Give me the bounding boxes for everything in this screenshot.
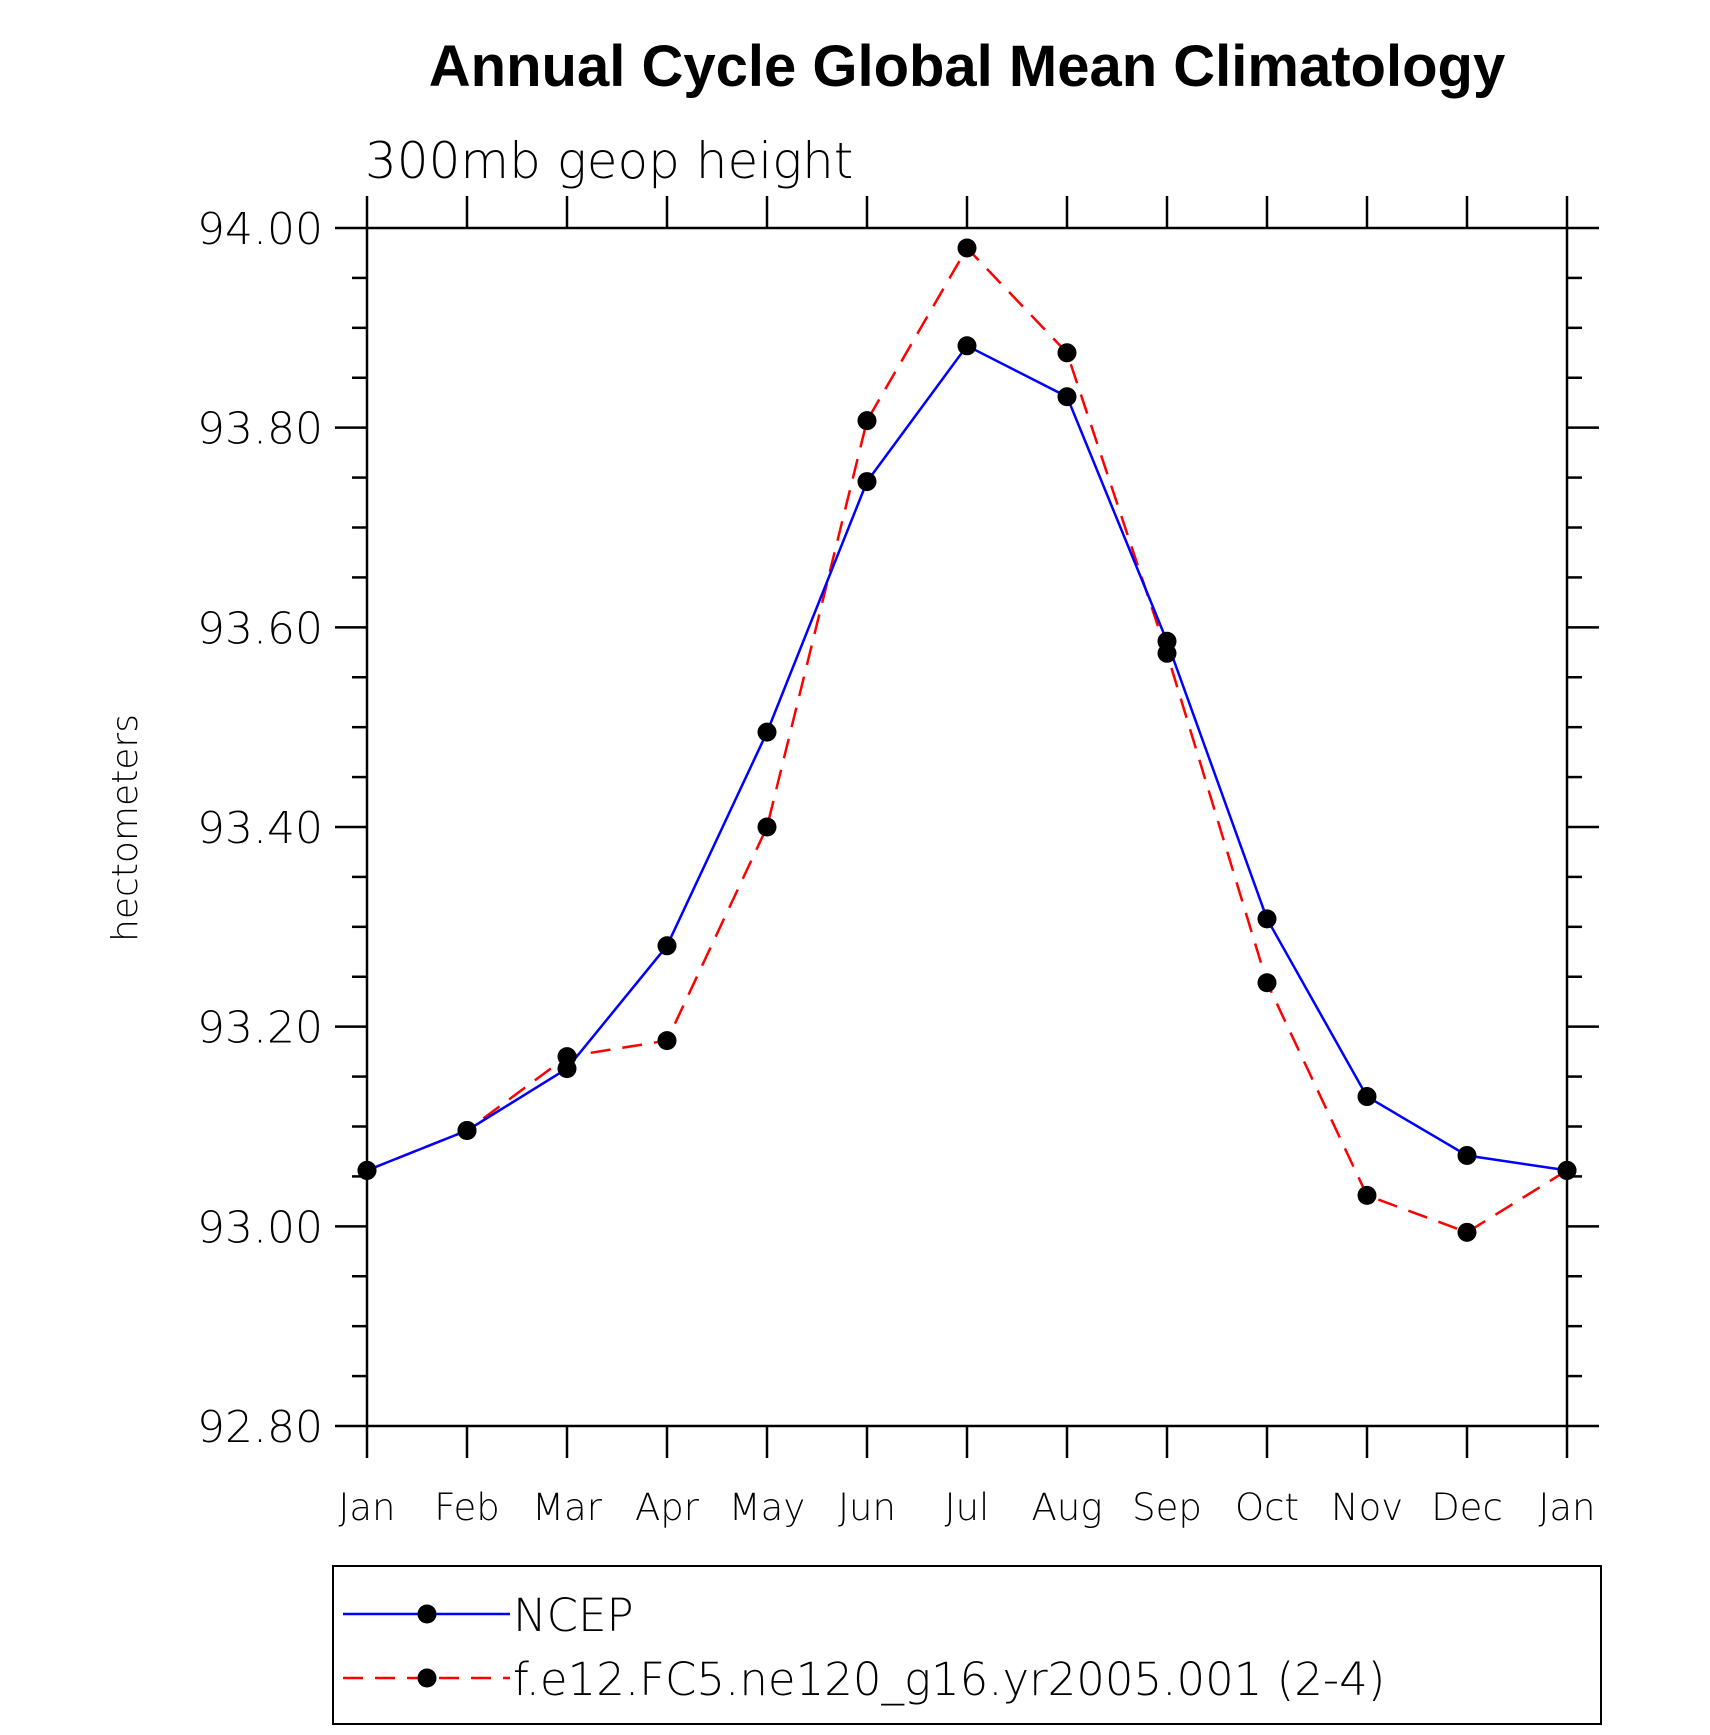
x-tick-label: May (729, 1486, 806, 1529)
legend-label: NCEP (513, 1589, 634, 1642)
data-point (657, 936, 677, 956)
x-tick-label: Dec (1431, 1486, 1503, 1529)
data-point (1257, 909, 1277, 929)
x-tick-label: Mar (532, 1486, 603, 1529)
data-point (1357, 1185, 1377, 1205)
x-tick-label: Jul (945, 1486, 990, 1529)
x-tick-label: Nov (1331, 1486, 1403, 1529)
y-tick-label: 93.00 (197, 1202, 323, 1253)
data-point (1157, 631, 1177, 651)
data-point (457, 1120, 477, 1140)
series-line (366, 245, 1568, 1234)
data-point (1257, 973, 1277, 993)
chart-title: Annual Cycle Global Mean Climatology (429, 34, 1505, 99)
legend-marker (417, 1604, 437, 1624)
y-tick-label: 94.00 (197, 204, 323, 255)
x-tick-label: Apr (635, 1486, 700, 1529)
data-point (757, 817, 777, 837)
data-point (1457, 1222, 1477, 1242)
x-tick-label: Jun (838, 1486, 896, 1529)
data-point (957, 238, 977, 258)
data-point (1057, 343, 1077, 363)
y-tick-label: 93.20 (197, 1003, 323, 1054)
data-point (1357, 1087, 1377, 1107)
series-line (366, 344, 1568, 1172)
legend-marker (417, 1668, 437, 1688)
x-tick-label: Jan (338, 1486, 395, 1529)
chart-subtitle: 300mb geop height (365, 132, 853, 190)
y-tick-label: 93.40 (197, 803, 323, 854)
legend-label: f.e12.FC5.ne120_g16.yr2005.001 (2-4) (513, 1653, 1385, 1706)
series-layer (357, 238, 1577, 1242)
x-tick-label: Feb (434, 1486, 500, 1529)
data-point (857, 411, 877, 431)
y-tick-label: 93.60 (197, 603, 323, 654)
data-point (1057, 387, 1077, 407)
data-point (1457, 1145, 1477, 1165)
x-tick-label: Jan (1538, 1486, 1595, 1529)
data-point (657, 1031, 677, 1051)
axis-ticks: 92.80 93.00 93.20 93.40 93.60 93.80 94.00 Jan Fe… (197, 196, 1599, 1529)
legend-box (332, 1565, 1602, 1725)
y-tick-label: 92.80 (197, 1402, 323, 1453)
data-point (557, 1059, 577, 1079)
y-tick-label: 93.80 (197, 404, 323, 455)
y-axis-label: hectometers (105, 714, 146, 942)
data-point (857, 472, 877, 492)
legend: NCEP f.e12.FC5.ne120_g16.yr2005.001 (2-4) (332, 1565, 1602, 1725)
plot-frame (365, 226, 1569, 1428)
x-tick-label: Sep (1132, 1486, 1202, 1529)
x-tick-label: Oct (1235, 1486, 1299, 1529)
x-tick-label: Aug (1032, 1486, 1103, 1529)
data-point (957, 336, 977, 356)
data-point (757, 722, 777, 742)
